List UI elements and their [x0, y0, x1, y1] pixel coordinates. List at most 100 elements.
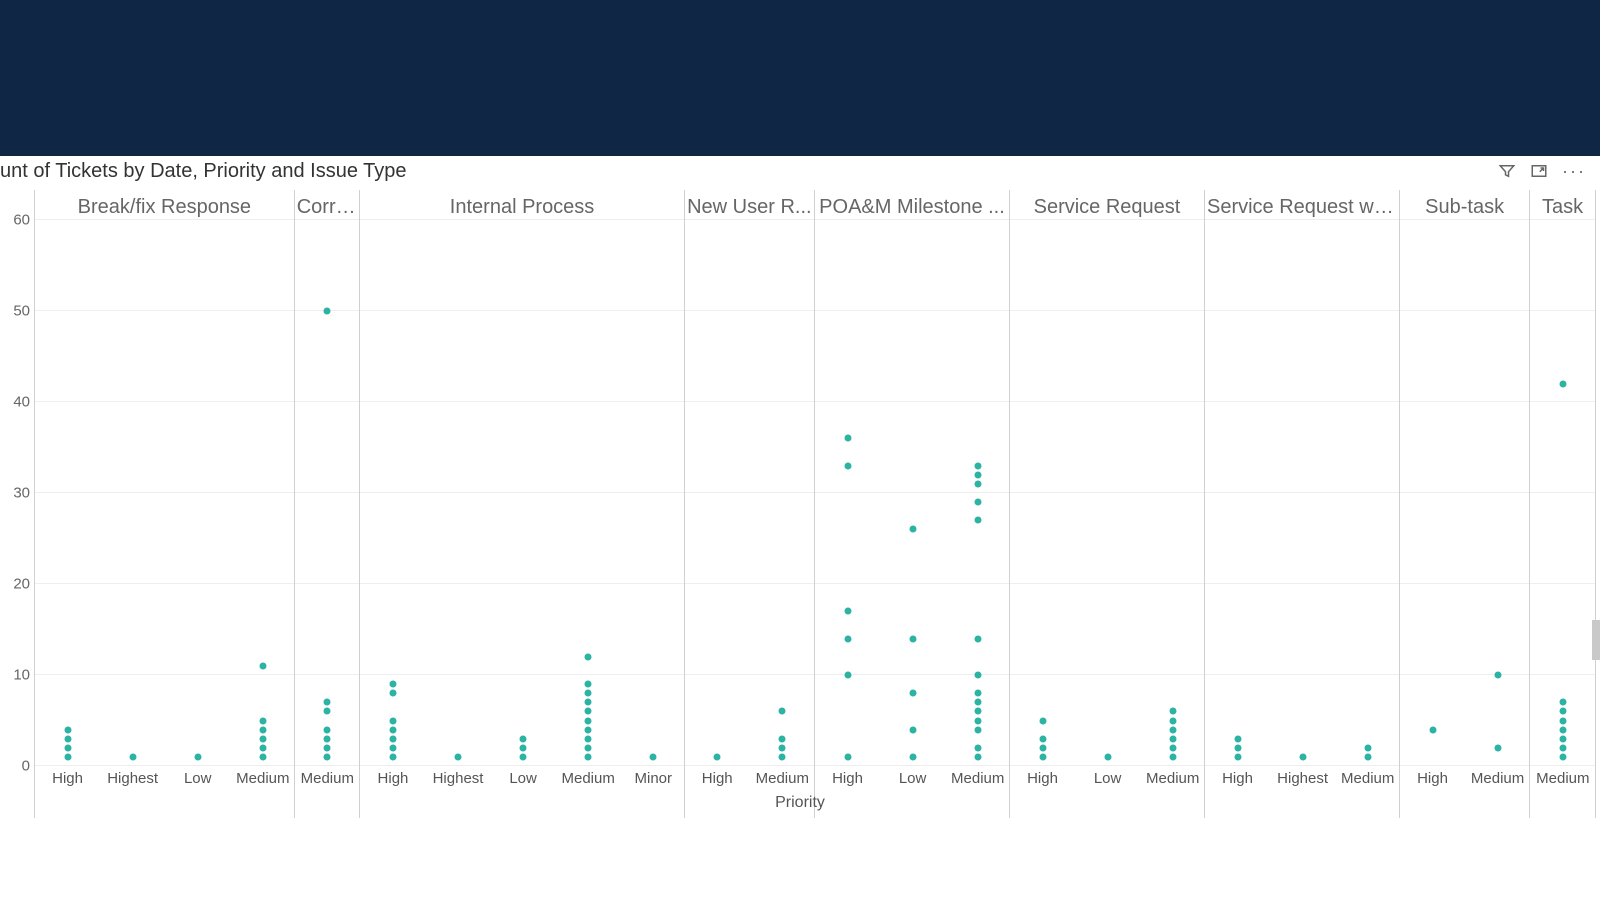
data-point[interactable] [324, 699, 331, 706]
data-point[interactable] [650, 753, 657, 760]
data-point[interactable] [324, 708, 331, 715]
data-point[interactable] [324, 744, 331, 751]
data-point[interactable] [1559, 380, 1566, 387]
data-point[interactable] [585, 753, 592, 760]
data-point[interactable] [1039, 753, 1046, 760]
data-point[interactable] [1429, 726, 1436, 733]
data-point[interactable] [909, 726, 916, 733]
data-point[interactable] [779, 744, 786, 751]
data-point[interactable] [585, 717, 592, 724]
data-point[interactable] [194, 753, 201, 760]
data-point[interactable] [1299, 753, 1306, 760]
data-point[interactable] [1169, 735, 1176, 742]
data-point[interactable] [844, 435, 851, 442]
data-point[interactable] [974, 517, 981, 524]
data-point[interactable] [974, 499, 981, 506]
data-point[interactable] [520, 735, 527, 742]
data-point[interactable] [974, 480, 981, 487]
filter-icon[interactable] [1498, 162, 1516, 180]
data-point[interactable] [974, 699, 981, 706]
data-point[interactable] [974, 635, 981, 642]
data-point[interactable] [909, 690, 916, 697]
data-point[interactable] [455, 753, 462, 760]
data-point[interactable] [844, 672, 851, 679]
data-point[interactable] [1039, 717, 1046, 724]
data-point[interactable] [1559, 735, 1566, 742]
data-point[interactable] [1039, 735, 1046, 742]
data-point[interactable] [259, 744, 266, 751]
data-point[interactable] [1494, 744, 1501, 751]
data-point[interactable] [714, 753, 721, 760]
data-point[interactable] [64, 726, 71, 733]
data-point[interactable] [1039, 744, 1046, 751]
data-point[interactable] [1169, 708, 1176, 715]
data-point[interactable] [974, 708, 981, 715]
data-point[interactable] [974, 744, 981, 751]
data-point[interactable] [259, 662, 266, 669]
data-point[interactable] [1169, 744, 1176, 751]
data-point[interactable] [389, 681, 396, 688]
data-point[interactable] [520, 753, 527, 760]
data-point[interactable] [324, 753, 331, 760]
data-point[interactable] [844, 608, 851, 615]
data-point[interactable] [1234, 753, 1241, 760]
data-point[interactable] [64, 744, 71, 751]
data-point[interactable] [974, 717, 981, 724]
data-point[interactable] [1104, 753, 1111, 760]
data-point[interactable] [64, 753, 71, 760]
data-point[interactable] [1559, 726, 1566, 733]
data-point[interactable] [389, 726, 396, 733]
data-point[interactable] [1234, 735, 1241, 742]
data-point[interactable] [909, 753, 916, 760]
data-point[interactable] [585, 708, 592, 715]
data-point[interactable] [1364, 753, 1371, 760]
data-point[interactable] [259, 735, 266, 742]
data-point[interactable] [324, 735, 331, 742]
data-point[interactable] [1559, 744, 1566, 751]
data-point[interactable] [779, 708, 786, 715]
data-point[interactable] [844, 635, 851, 642]
data-point[interactable] [1559, 717, 1566, 724]
data-point[interactable] [1364, 744, 1371, 751]
focus-mode-icon[interactable] [1530, 162, 1548, 180]
data-point[interactable] [259, 726, 266, 733]
data-point[interactable] [1559, 753, 1566, 760]
data-point[interactable] [64, 735, 71, 742]
data-point[interactable] [974, 690, 981, 697]
plot-area[interactable]: 0102030405060 Break/fix ResponseHighHigh… [0, 190, 1600, 818]
more-options-icon[interactable]: ··· [1562, 166, 1586, 176]
data-point[interactable] [974, 462, 981, 469]
data-point[interactable] [1559, 708, 1566, 715]
data-point[interactable] [974, 726, 981, 733]
data-point[interactable] [779, 735, 786, 742]
data-point[interactable] [909, 526, 916, 533]
data-point[interactable] [1559, 699, 1566, 706]
data-point[interactable] [974, 753, 981, 760]
data-point[interactable] [844, 462, 851, 469]
data-point[interactable] [909, 635, 916, 642]
data-point[interactable] [1169, 726, 1176, 733]
data-point[interactable] [585, 726, 592, 733]
data-point[interactable] [1169, 717, 1176, 724]
data-point[interactable] [585, 735, 592, 742]
data-point[interactable] [974, 471, 981, 478]
data-point[interactable] [585, 744, 592, 751]
data-point[interactable] [585, 681, 592, 688]
data-point[interactable] [389, 717, 396, 724]
data-point[interactable] [1234, 744, 1241, 751]
data-point[interactable] [324, 726, 331, 733]
data-point[interactable] [585, 653, 592, 660]
data-point[interactable] [520, 744, 527, 751]
data-point[interactable] [585, 690, 592, 697]
data-point[interactable] [779, 753, 786, 760]
data-point[interactable] [324, 308, 331, 315]
vertical-scrollbar[interactable] [1592, 620, 1600, 660]
data-point[interactable] [259, 753, 266, 760]
data-point[interactable] [389, 690, 396, 697]
data-point[interactable] [129, 753, 136, 760]
data-point[interactable] [389, 735, 396, 742]
data-point[interactable] [389, 753, 396, 760]
data-point[interactable] [1169, 753, 1176, 760]
data-point[interactable] [389, 744, 396, 751]
data-point[interactable] [974, 672, 981, 679]
